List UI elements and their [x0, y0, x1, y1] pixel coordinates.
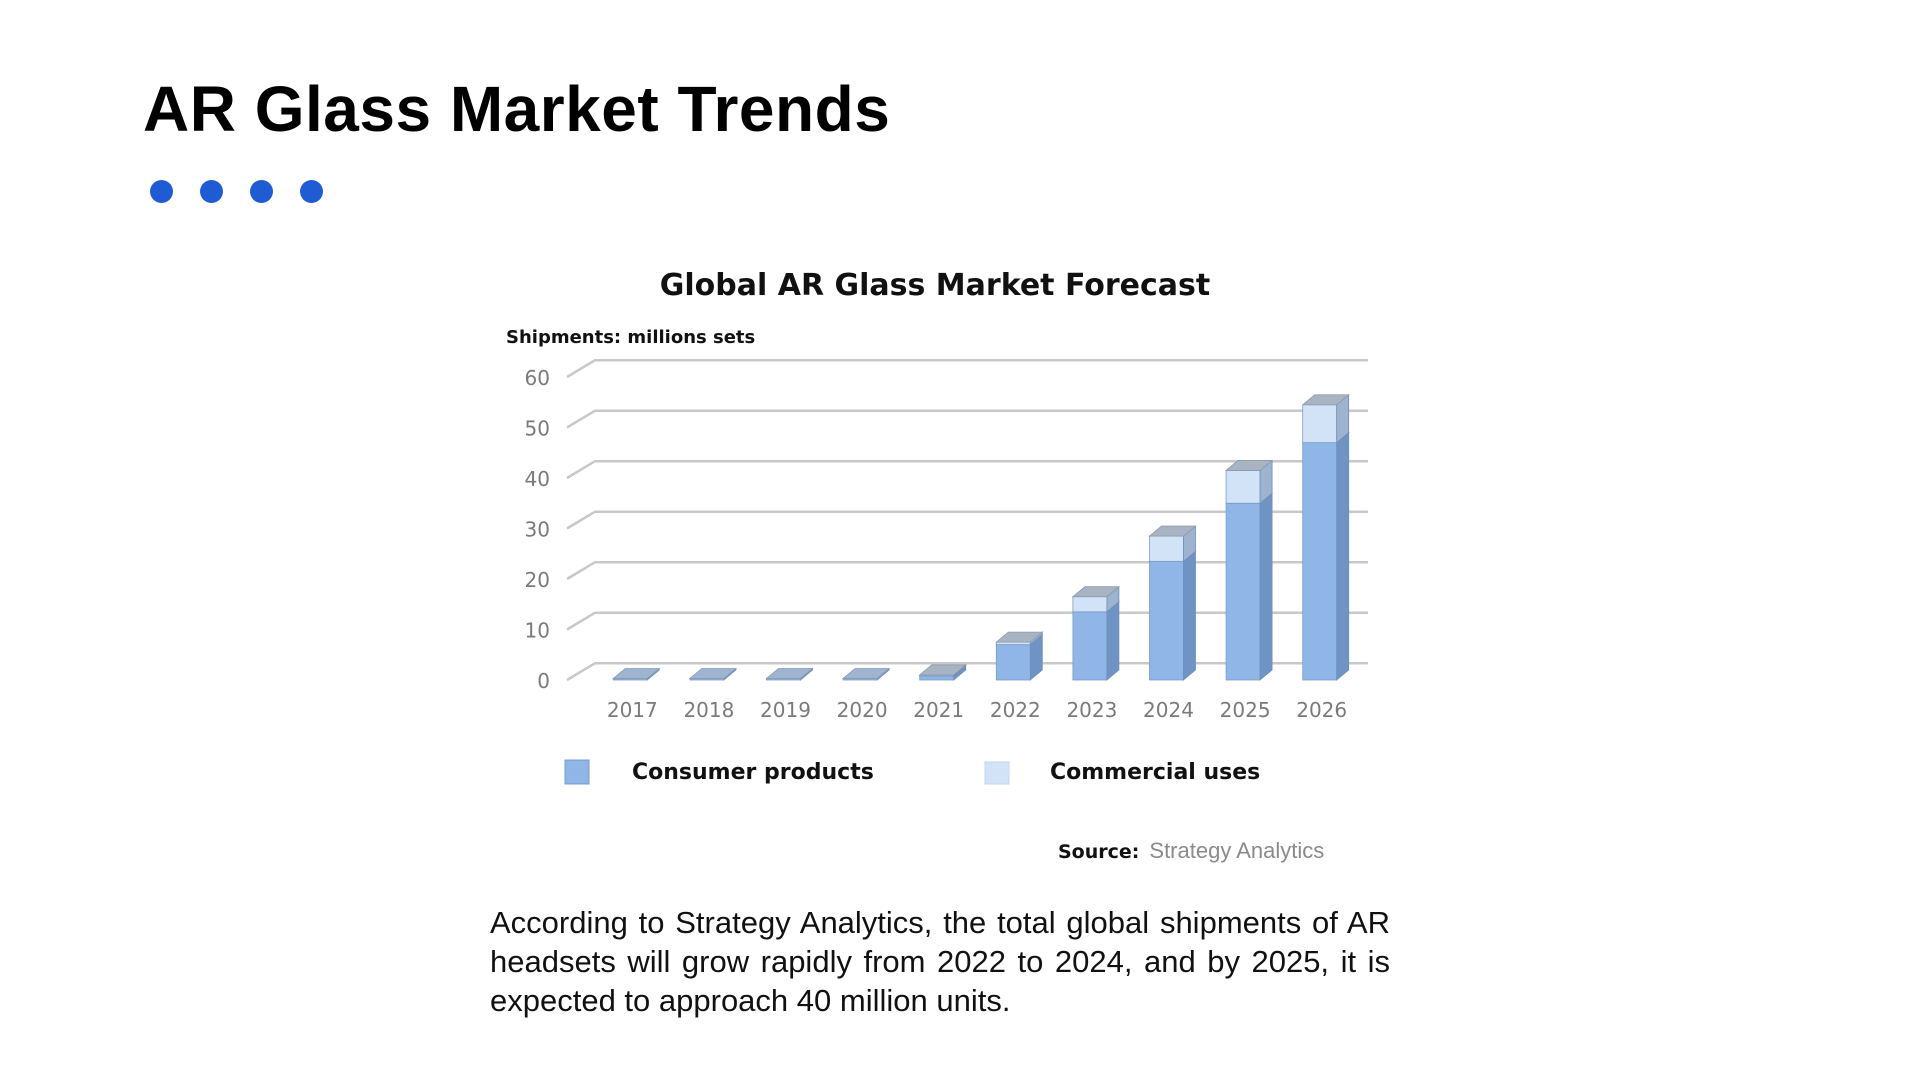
chart-container: Global AR Glass Market Forecast Shipments… [490, 260, 1410, 880]
bar-top [841, 668, 891, 679]
bar-consumer-2024 [1148, 550, 1197, 681]
y-tick-label: 30 [525, 518, 550, 542]
bar-top [612, 668, 661, 679]
bar-front [919, 675, 955, 681]
y-tick-label: 20 [525, 568, 550, 592]
bar-top [918, 664, 967, 676]
bar-front [995, 644, 1031, 681]
x-tick-label: 2017 [607, 698, 658, 722]
bar-front [1149, 535, 1184, 562]
source-value: Strategy Analytics [1149, 838, 1325, 863]
gridline [566, 510, 1368, 530]
y-tick-label: 40 [525, 467, 550, 491]
bar-front [1149, 560, 1184, 681]
dot-4 [300, 180, 323, 203]
decorative-dots [150, 180, 323, 203]
bar-front [1225, 502, 1261, 681]
gridline [566, 459, 1368, 480]
y-axis-label: Shipments: millions sets [506, 327, 755, 348]
x-tick-label: 2018 [683, 698, 734, 722]
bar-front [1072, 611, 1108, 681]
x-tick-label: 2020 [837, 698, 888, 722]
y-tick-label: 10 [525, 619, 550, 643]
legend-label-consumer: Consumer products [632, 760, 874, 785]
x-tick-label: 2026 [1296, 698, 1347, 722]
slide-title: AR Glass Market Trends [143, 73, 891, 145]
dot-3 [250, 180, 273, 203]
y-tick-label: 50 [525, 417, 550, 441]
legend-label-commercial: Commercial uses [1050, 760, 1260, 785]
bar-top [1148, 525, 1197, 537]
gridline [566, 409, 1368, 429]
bar-side [1106, 600, 1120, 681]
x-tick-label: 2019 [760, 698, 811, 722]
bar-top [1071, 586, 1121, 598]
bar-commercial-2024 [1148, 525, 1197, 563]
bar-consumer-2020 [841, 667, 891, 681]
y-tick-label: 60 [525, 366, 550, 390]
source-label: Source: [1058, 841, 1140, 863]
x-tick-label: 2025 [1220, 698, 1271, 722]
bar-consumer-2018 [688, 667, 738, 681]
bar-side [1183, 550, 1196, 681]
bar-side [1259, 492, 1273, 681]
bar-side [1336, 431, 1350, 681]
bar-top [1301, 394, 1350, 406]
y-tick-label: 0 [537, 669, 550, 693]
bar-consumer-2023 [1071, 600, 1121, 681]
x-tick-label: 2024 [1143, 698, 1194, 722]
bar-front [1225, 470, 1261, 504]
gridline [566, 560, 1368, 581]
source-line: Source: Strategy Analytics [1058, 838, 1324, 864]
bar-consumer-2025 [1224, 492, 1274, 681]
bar-top [765, 668, 814, 679]
bar-commercial-2025 [1224, 459, 1274, 505]
dot-2 [200, 180, 223, 203]
dot-1 [150, 180, 173, 203]
gridline [566, 358, 1368, 379]
bar-front [1072, 596, 1108, 613]
bar-front [1302, 442, 1338, 681]
bar-commercial-2021 [918, 664, 967, 677]
bar-commercial-2023 [1071, 585, 1121, 613]
forecast-chart: Global AR Glass Market Forecast Shipments… [506, 268, 1368, 785]
caption-text: According to Strategy Analytics, the tot… [490, 905, 1390, 1018]
chart-title: Global AR Glass Market Forecast [660, 268, 1210, 303]
bar-top [995, 631, 1044, 643]
bar-top [688, 668, 738, 679]
legend-swatch-commercial [984, 761, 1010, 785]
bar-commercial-2026 [1301, 393, 1350, 444]
x-tick-label: 2023 [1066, 698, 1117, 722]
bar-commercial-2022 [995, 631, 1044, 646]
x-tick-label: 2021 [913, 698, 964, 722]
bar-consumer-2019 [765, 667, 814, 681]
bar-consumer-2026 [1301, 431, 1350, 681]
bar-front [1302, 404, 1338, 444]
bar-top [1224, 460, 1274, 471]
legend-swatch-consumer [564, 759, 590, 785]
bar-consumer-2017 [612, 667, 661, 681]
x-tick-label: 2022 [990, 698, 1041, 722]
